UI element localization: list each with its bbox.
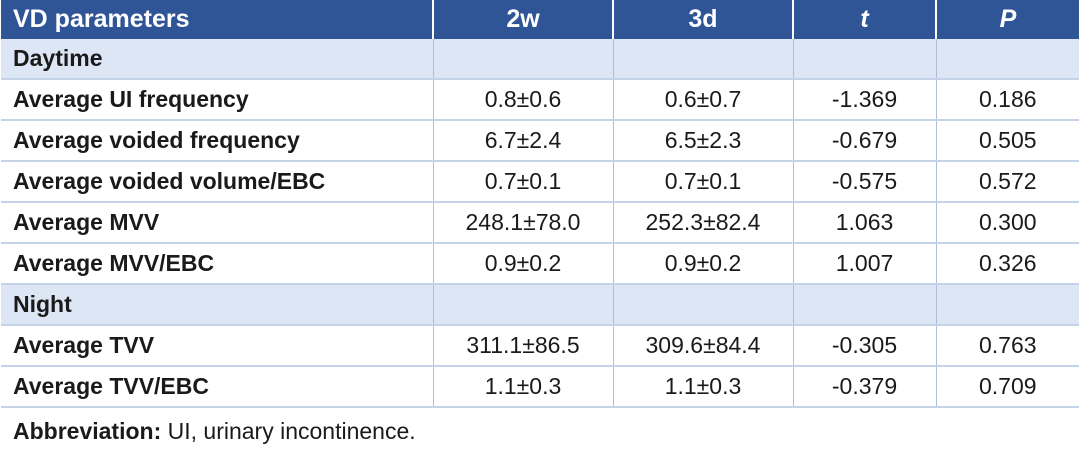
row-label: Average MVV/EBC [1,243,433,285]
cell-t: -1.369 [792,79,936,121]
section-title: Daytime [1,39,433,80]
cell-3d: 0.9±0.2 [612,243,793,285]
table-row: Average UI frequency 0.8±0.6 0.6±0.7 -1.… [1,79,1079,121]
footnote-text: UI, urinary incontinence. [161,418,416,444]
cell-t: -0.305 [792,325,936,367]
table-row: Average MVV 248.1±78.0 252.3±82.4 1.063 … [1,202,1079,244]
cell-p: 0.300 [935,202,1079,244]
cell-2w: 6.7±2.4 [432,120,613,162]
footnote: Abbreviation: UI, urinary incontinence. [13,418,1080,445]
table-row: Average MVV/EBC 0.9±0.2 0.9±0.2 1.007 0.… [1,243,1079,285]
row-label: Average UI frequency [1,79,433,121]
cell-3d: 0.7±0.1 [612,161,793,203]
header-3d: 3d [612,0,793,39]
cell-p: 0.326 [935,243,1079,285]
section-row-night: Night [1,284,1079,326]
section-title: Night [1,284,433,326]
cell-t: 1.063 [792,202,936,244]
header-vd-parameters: VD parameters [1,0,433,39]
cell-2w: 0.9±0.2 [432,243,613,285]
header-p: P [935,0,1079,39]
footnote-label: Abbreviation: [13,418,162,444]
cell-p: 0.505 [935,120,1079,162]
table-row: Average TVV/EBC 1.1±0.3 1.1±0.3 -0.379 0… [1,366,1079,408]
cell-p: 0.572 [935,161,1079,203]
row-label: Average voided frequency [1,120,433,162]
table-row: Average voided volume/EBC 0.7±0.1 0.7±0.… [1,161,1079,203]
section-row-daytime: Daytime [1,39,1079,80]
row-label: Average voided volume/EBC [1,161,433,203]
row-label: Average MVV [1,202,433,244]
cell-2w: 0.7±0.1 [432,161,613,203]
vd-parameters-table: VD parameters 2w 3d t P Daytime Average … [1,0,1079,408]
cell-p: 0.763 [935,325,1079,367]
cell-p: 0.186 [935,79,1079,121]
cell-2w: 0.8±0.6 [432,79,613,121]
cell-p: 0.709 [935,366,1079,408]
cell-3d: 252.3±82.4 [612,202,793,244]
header-row: VD parameters 2w 3d t P [1,0,1079,39]
cell-2w: 311.1±86.5 [432,325,613,367]
cell-2w: 1.1±0.3 [432,366,613,408]
table-body: Daytime Average UI frequency 0.8±0.6 0.6… [1,39,1079,408]
header-t: t [792,0,936,39]
table-header: VD parameters 2w 3d t P [1,0,1079,39]
row-label: Average TVV/EBC [1,366,433,408]
cell-t: -0.679 [792,120,936,162]
header-2w: 2w [432,0,613,39]
cell-2w: 248.1±78.0 [432,202,613,244]
cell-3d: 1.1±0.3 [612,366,793,408]
cell-3d: 0.6±0.7 [612,79,793,121]
table-row: Average TVV 311.1±86.5 309.6±84.4 -0.305… [1,325,1079,367]
cell-t: -0.575 [792,161,936,203]
cell-3d: 6.5±2.3 [612,120,793,162]
cell-t: 1.007 [792,243,936,285]
cell-3d: 309.6±84.4 [612,325,793,367]
row-label: Average TVV [1,325,433,367]
table-row: Average voided frequency 6.7±2.4 6.5±2.3… [1,120,1079,162]
cell-t: -0.379 [792,366,936,408]
